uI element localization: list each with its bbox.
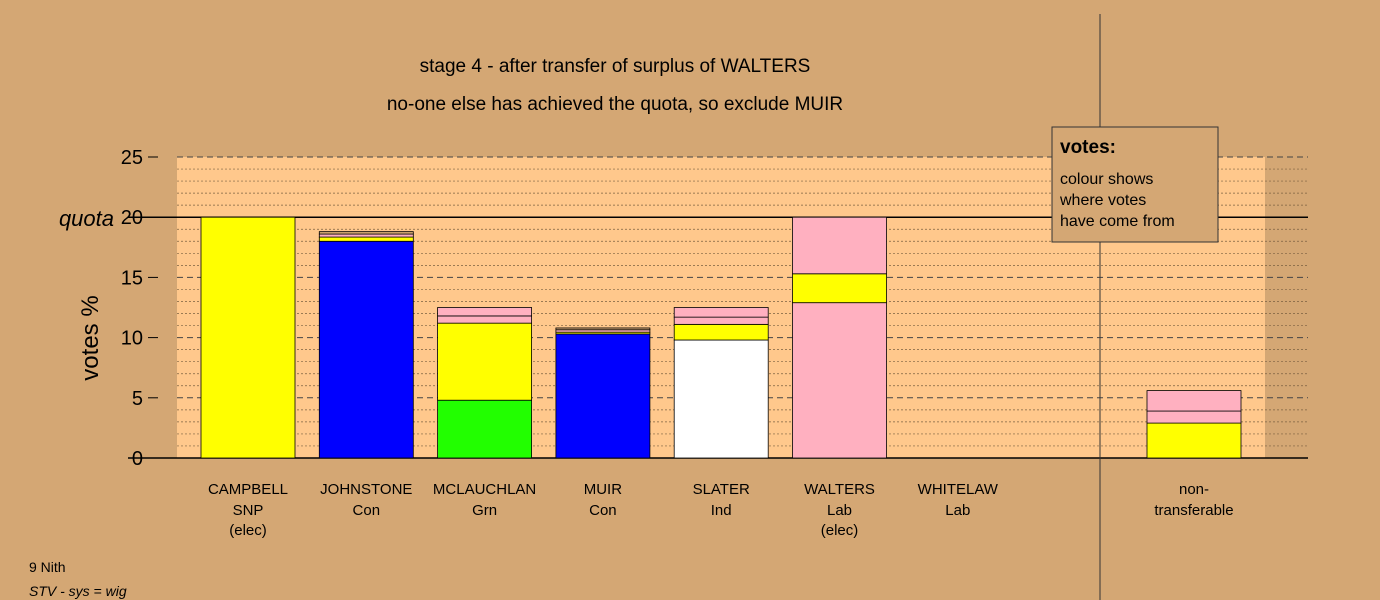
y-tick-label: 20 bbox=[121, 207, 143, 229]
candidate-party-johnstone: Con bbox=[353, 502, 381, 519]
candidate-status-campbell: (elec) bbox=[229, 522, 267, 539]
nontransferable-label-1: non- bbox=[1179, 481, 1209, 498]
bar-nontransferable-segment bbox=[1146, 410, 1242, 424]
y-tick-label: 15 bbox=[121, 267, 143, 289]
candidate-party-walters: Lab bbox=[827, 502, 852, 519]
x-axis-labels: CAMPBELL SNP (elec) JOHNSTONE Con MCLAUCHLAN G… bbox=[208, 481, 1234, 539]
bar-johnstone-segment bbox=[318, 233, 414, 238]
candidate-name-mclauchlan: MCLAUCHLAN bbox=[433, 481, 536, 498]
bar-walters-segment bbox=[792, 273, 887, 304]
bar-walters-segment bbox=[792, 216, 887, 275]
y-tick-label: 25 bbox=[121, 147, 143, 169]
candidate-party-mclauchlan: Grn bbox=[472, 502, 497, 519]
y-tick-label: 10 bbox=[121, 328, 143, 350]
legend-title: votes: bbox=[1060, 137, 1116, 158]
candidate-party-muir: Con bbox=[589, 502, 617, 519]
bar-mclauchlan-segment bbox=[437, 399, 533, 459]
legend-line-1: colour shows bbox=[1060, 171, 1153, 188]
legend-line-3: have come from bbox=[1060, 213, 1175, 230]
bar-johnstone-segment bbox=[318, 231, 414, 235]
bar-nontransferable-segment bbox=[1146, 390, 1242, 412]
candidate-name-walters: WALTERS bbox=[804, 481, 875, 498]
footer-system: STV - sys = wig bbox=[29, 583, 127, 599]
bar-slater-segment bbox=[673, 339, 769, 459]
y-axis-label: votes % bbox=[77, 295, 104, 380]
candidate-party-whitelaw: Lab bbox=[945, 502, 970, 519]
bar-mclauchlan-segment bbox=[437, 307, 533, 317]
bar-slater-segment bbox=[673, 307, 769, 318]
candidate-name-muir: MUIR bbox=[584, 481, 622, 498]
candidate-party-campbell: SNP bbox=[233, 502, 264, 519]
bars bbox=[200, 216, 1242, 459]
candidate-name-johnstone: JOHNSTONE bbox=[320, 481, 412, 498]
legend-line-2: where votes bbox=[1059, 192, 1146, 209]
chart-title: stage 4 - after transfer of surplus of W… bbox=[420, 56, 811, 77]
bar-johnstone-segment bbox=[318, 236, 414, 242]
bar-slater-segment bbox=[673, 323, 769, 341]
bar-nontransferable-segment bbox=[1146, 422, 1242, 459]
quota-label: quota bbox=[59, 206, 114, 231]
bar-slater-segment bbox=[673, 316, 769, 325]
candidate-name-campbell: CAMPBELL bbox=[208, 481, 288, 498]
bar-campbell-segment bbox=[200, 216, 296, 459]
bar-muir-segment bbox=[555, 333, 651, 459]
candidate-status-walters: (elec) bbox=[821, 522, 859, 539]
bar-muir-segment bbox=[555, 327, 651, 331]
y-axis-ticks: 0 5 10 15 20 25 bbox=[121, 147, 158, 470]
nontransferable-label-2: transferable bbox=[1154, 502, 1233, 519]
y-tick-label: 0 bbox=[132, 448, 143, 470]
bar-mclauchlan-segment bbox=[437, 322, 533, 401]
bar-walters-segment bbox=[792, 302, 887, 459]
y-tick-label: 5 bbox=[132, 388, 143, 410]
bar-johnstone-segment bbox=[318, 240, 414, 459]
bar-mclauchlan-segment bbox=[437, 315, 533, 324]
chart-subtitle: no-one else has achieved the quota, so e… bbox=[387, 94, 843, 115]
footer-ward: 9 Nith bbox=[29, 559, 66, 575]
legend-box bbox=[1051, 126, 1219, 243]
candidate-name-whitelaw: WHITELAW bbox=[918, 481, 999, 498]
legend: votes: colour shows where votes have com… bbox=[1051, 126, 1219, 243]
candidate-party-slater: Ind bbox=[711, 502, 732, 519]
candidate-name-slater: SLATER bbox=[693, 481, 750, 498]
